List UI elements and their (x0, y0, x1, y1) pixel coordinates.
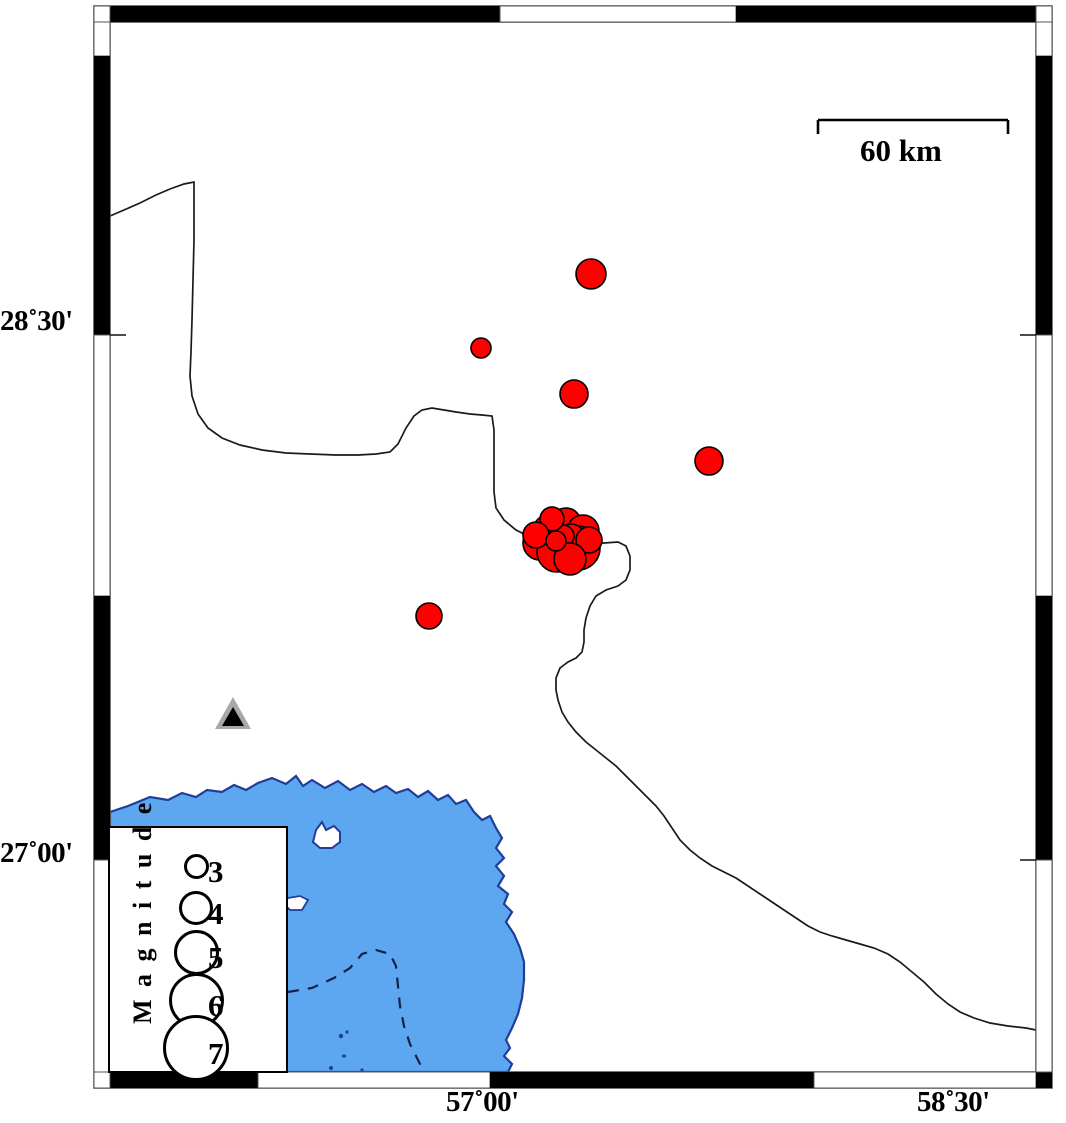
longitude-label-58-30: 58˚30' (917, 1086, 990, 1118)
epicenter-marker (553, 542, 587, 576)
legend-magnitude-value: 7 (208, 1036, 224, 1071)
island-north (311, 820, 341, 849)
epicenter-marker (522, 521, 550, 549)
scale-bar (816, 118, 1010, 134)
epicenter-marker (575, 526, 603, 554)
seismic-station-marker (215, 697, 251, 729)
islet (329, 1066, 333, 1070)
epicenter-marker (545, 530, 567, 552)
legend-magnitude-value: 3 (208, 854, 224, 889)
epicenter-marker (415, 602, 443, 630)
legend-row (162, 1015, 284, 1081)
legend-magnitude-value: 5 (208, 940, 224, 975)
legend-magnitude-circle (163, 1015, 229, 1081)
epicenter-marker (694, 446, 724, 476)
islet (338, 1033, 344, 1039)
legend-row (162, 853, 284, 879)
legend-row (162, 891, 284, 925)
legend-magnitude-value: 4 (208, 896, 224, 931)
latitude-label-28-30: 28˚30' (0, 305, 73, 337)
legend-magnitude-circle (179, 891, 213, 925)
longitude-label-57-00: 57˚00' (446, 1086, 519, 1118)
legend-title: M a g n i t u d e (128, 799, 157, 1024)
scale-bar-label: 60 km (860, 133, 942, 168)
magnitude-legend: M a g n i t u d e 3 4 5 6 7 (108, 799, 288, 1081)
latitude-label-27-00: 27˚00' (0, 837, 73, 869)
epicenter-marker (575, 258, 607, 290)
islet (342, 1054, 346, 1058)
epicenter-marker (470, 337, 492, 359)
station-icon (222, 707, 244, 726)
epicenter-marker (559, 379, 589, 409)
province-boundary-northwest (110, 180, 1036, 1031)
islet (345, 1030, 349, 1034)
legend-magnitude-circle (183, 853, 209, 879)
islet (360, 1068, 364, 1072)
epicenter-layer (415, 258, 724, 630)
maritime-boundary (287, 948, 425, 1072)
legend-magnitude-value: 6 (208, 988, 224, 1023)
